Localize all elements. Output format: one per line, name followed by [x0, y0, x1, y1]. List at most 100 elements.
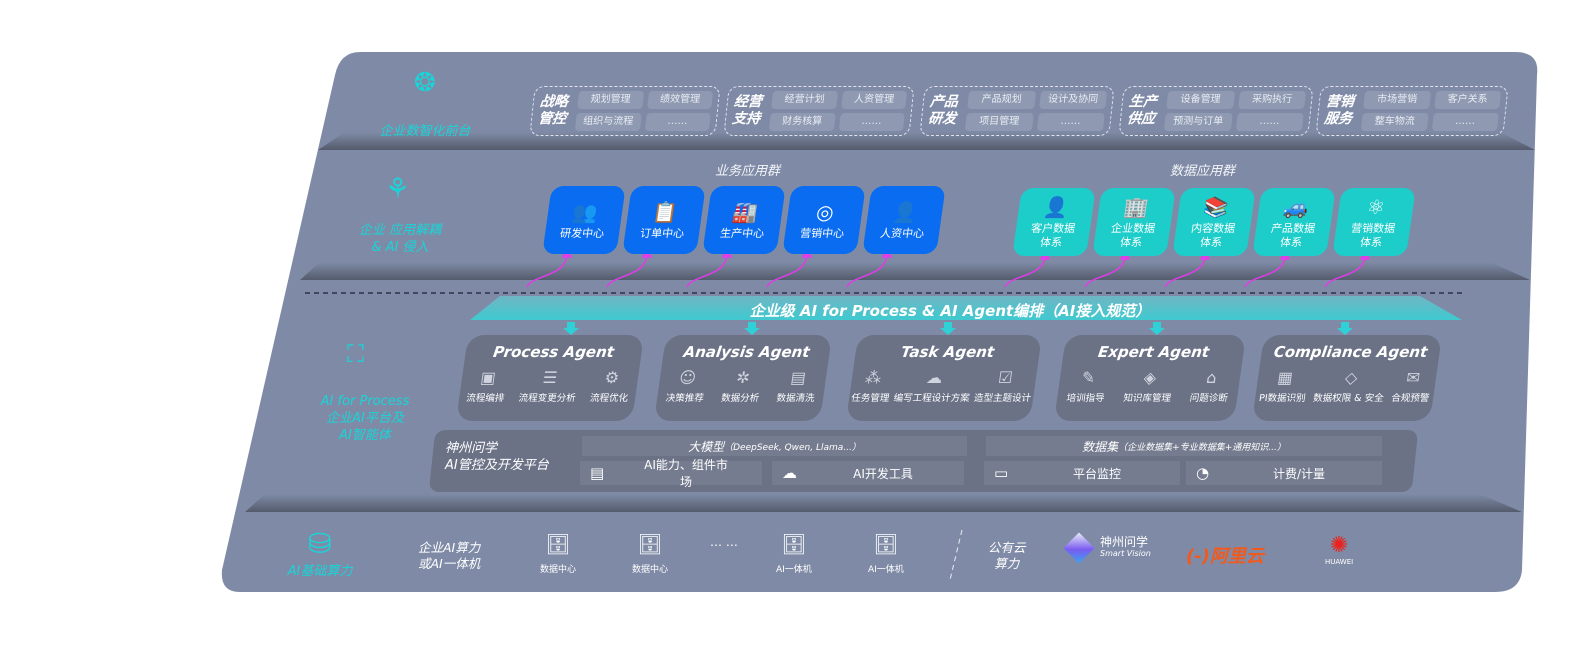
agent-capability[interactable]: ✉ 合规预警 [1390, 367, 1433, 405]
ai-layer-label: AI for Process [320, 394, 410, 409]
front-module-chip[interactable]: 绩效管理 [646, 91, 714, 109]
business-app-tile[interactable]: 👤 人资中心 [862, 186, 946, 254]
front-group-title-line: 经营 [733, 94, 763, 110]
front-module-chip[interactable]: …… [1235, 113, 1304, 131]
front-module-chip[interactable]: 采购执行 [1237, 91, 1307, 109]
data-app-tile[interactable]: ⚛ 营销数据 体系 [1332, 188, 1416, 256]
front-module-chip[interactable]: 设计及协同 [1038, 91, 1108, 109]
model-note: （DeepSeek, Qwen, Llama...） [724, 442, 861, 453]
agent-card[interactable]: Expert Agent ✎ 培训指导 ◈ 知识库管理 ⌂ 问题诊断 [1053, 335, 1247, 421]
platform-tool-label: 平台监控 [1072, 466, 1121, 481]
front-group: 经营 支持 经营计划 人资管理 财务核算…… [723, 86, 915, 136]
data-app-label: 营销数据 [1350, 221, 1397, 235]
data-app-label: 客户数据 [1030, 221, 1077, 235]
agent-capability[interactable]: ⚙ 流程优化 [589, 367, 632, 405]
agent-capability[interactable]: ⁂ 任务管理 [850, 367, 893, 405]
vendor-name: 阿里云 [1209, 546, 1264, 567]
agent-card[interactable]: Process Agent ▣ 流程编排 ☰ 流程变更分析 ⚙ 流程优化 [455, 335, 645, 421]
front-module-chip[interactable]: 整车物流 [1360, 113, 1429, 131]
front-module-chip[interactable]: 财务核算 [768, 113, 836, 131]
server-icon: 🗄 [637, 532, 663, 556]
agent-capability[interactable]: ☑ 造型主题设计 [973, 367, 1035, 405]
data-app-label: 产品数据 [1270, 221, 1317, 235]
data-app-label: 体系 [1039, 235, 1064, 249]
compute-node: 🗄 数据中心 [540, 532, 576, 575]
agent-capability[interactable]: ◇ 数据权限 & 安全 [1312, 367, 1388, 405]
front-module-chip[interactable]: 人资管理 [840, 91, 908, 109]
orchestration-banner: 企业级 AI for Process & AI Agent编排（AI接入规范） [749, 302, 1151, 320]
agent-capability[interactable]: ✲ 数据分析 [720, 367, 763, 405]
agent-capability[interactable]: ▣ 流程编排 [465, 367, 508, 405]
capability-icon: ▤ [789, 368, 808, 387]
front-module-chip[interactable]: 规划管理 [577, 91, 644, 109]
agent-title: Analysis Agent [682, 343, 811, 361]
agent-capability[interactable]: ☰ 流程变更分析 [518, 367, 580, 405]
business-app-tile[interactable]: 🏭 生产中心 [702, 186, 786, 254]
agent-card[interactable]: Analysis Agent ☺ 决策推荐 ✲ 数据分析 ▤ 数据清洗 [653, 335, 833, 421]
front-module-chip[interactable]: …… [838, 113, 905, 131]
data-app-label: 体系 [1279, 235, 1304, 249]
connector-arrow [1164, 256, 1206, 288]
compute-node: 🗄 AI一体机 [776, 532, 812, 575]
business-app-label: 研发中心 [559, 226, 606, 240]
platform-tool[interactable]: ☁ AI开发工具 [772, 461, 964, 485]
business-app-tile[interactable]: 👥 研发中心 [542, 186, 626, 254]
front-module-chip[interactable]: …… [1431, 113, 1499, 131]
front-module-chip[interactable]: 客户关系 [1433, 91, 1502, 109]
capability-label: 决策推荐 [665, 393, 705, 404]
agent-title: Compliance Agent [1272, 343, 1429, 361]
compute-node: 🗄 数据中心 [632, 532, 668, 575]
platform-tool[interactable]: ▤ AI能力、组件市场 [580, 458, 762, 489]
business-app-tile[interactable]: ◎ 营销中心 [782, 186, 866, 254]
person-icon: 👤 [891, 199, 920, 224]
down-arrows [563, 322, 1353, 335]
agent-card[interactable]: Task Agent ⁂ 任务管理 ☁ 编写工程设计方案 ☑ 造型主题设计 [845, 335, 1043, 421]
business-apps-title: 业务应用群 [715, 164, 781, 179]
capability-icon: ▦ [1276, 368, 1295, 387]
agent-capability[interactable]: ▦ PI数据识别 [1258, 367, 1310, 405]
front-group-title: 战略 管控 [537, 94, 579, 128]
agent-title: Task Agent [899, 343, 996, 361]
capability-icon: ☁ [925, 368, 944, 387]
front-module-chip[interactable]: 市场营销 [1363, 91, 1431, 109]
connector-arrow [1084, 256, 1126, 288]
agent-capability[interactable]: ☺ 决策推荐 [665, 367, 708, 405]
data-app-tile[interactable]: 🏢 企业数据 体系 [1092, 188, 1176, 256]
front-module-chip[interactable]: …… [1036, 113, 1105, 131]
front-module-chip[interactable]: 设备管理 [1166, 91, 1235, 109]
vendor-name: 神州问学 [1100, 535, 1149, 549]
platform-tool-label: AI开发工具 [853, 466, 913, 481]
platform-tool[interactable]: ▭ 平台监控 [984, 461, 1180, 485]
agent-card[interactable]: Compliance Agent ▦ PI数据识别 ◇ 数据权限 & 安全 ✉ 合规预警 [1251, 335, 1443, 421]
business-app-tile[interactable]: 📋 订单中心 [622, 186, 706, 254]
front-module-chip[interactable]: 预测与订单 [1163, 113, 1233, 131]
platform-tool[interactable]: ◔ 计费/计量 [1186, 461, 1382, 485]
platform-tool-label: 计费/计量 [1272, 466, 1326, 481]
data-app-tile[interactable]: 🚙 产品数据 体系 [1252, 188, 1336, 256]
capability-icon: ◇ [1343, 368, 1359, 387]
front-group-title: 营销 服务 [1323, 94, 1365, 128]
agent-capability[interactable]: ◈ 知识库管理 [1122, 367, 1175, 405]
capability-icon: ✲ [735, 368, 752, 387]
front-module-chip[interactable]: 项目管理 [964, 113, 1034, 131]
front-group-title-line: 研发 [927, 111, 957, 127]
front-module-chip[interactable]: …… [644, 113, 711, 131]
agent-capability[interactable]: ⌂ 问题诊断 [1189, 367, 1232, 405]
capability-icon: ☰ [541, 368, 559, 387]
front-group-title-line: 生产 [1128, 94, 1158, 110]
layer-divider [318, 132, 1535, 150]
gauge-icon: ◔ [1196, 464, 1210, 482]
data-app-tile[interactable]: 📚 内容数据 体系 [1172, 188, 1256, 256]
agent-capability[interactable]: ☁ 编写工程设计方案 [893, 367, 974, 405]
front-module-chip[interactable]: 产品规划 [967, 91, 1036, 109]
capability-label: 流程优化 [589, 393, 629, 404]
front-group-title: 生产 供应 [1126, 94, 1168, 128]
vendor-shenzhou-logo: 神州问学 Smart Vision [1063, 532, 1151, 564]
capability-label: 流程编排 [465, 393, 506, 404]
front-module-chip[interactable]: 组织与流程 [574, 113, 642, 131]
data-app-tile[interactable]: 👤 客户数据 体系 [1012, 188, 1096, 256]
agent-capability[interactable]: ▤ 数据清洗 [776, 367, 819, 405]
connector-arrow [846, 254, 888, 288]
front-module-chip[interactable]: 经营计划 [771, 91, 838, 109]
agent-capability[interactable]: ✎ 培训指导 [1066, 367, 1109, 405]
